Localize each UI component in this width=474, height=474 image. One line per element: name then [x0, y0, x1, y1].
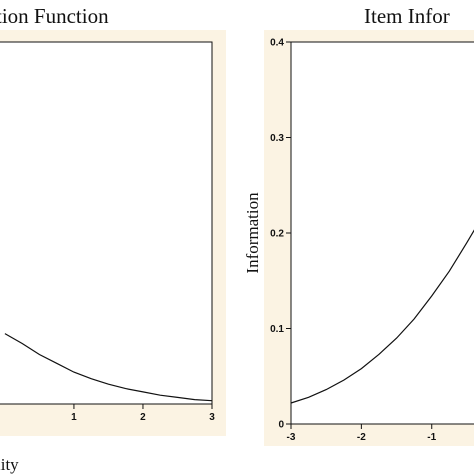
left-x-tick-label: 2 — [140, 412, 146, 423]
right-y-tick-label: 0 — [278, 420, 284, 431]
left-x-axis-label: lity — [0, 455, 19, 474]
left-x-ticks: 1 2 3 — [71, 404, 215, 423]
left-x-tick-label: 3 — [209, 412, 215, 423]
right-x-tick-label: -3 — [287, 432, 296, 443]
left-chart-title: tion Function — [0, 4, 109, 28]
right-y-tick-label: 0.4 — [270, 38, 284, 49]
right-x-tick-label: -2 — [357, 432, 366, 443]
left-plot-frame — [0, 41, 213, 405]
right-y-tick-label: 0.2 — [270, 229, 284, 240]
right-series-line — [290, 229, 474, 404]
right-y-axis-label: Information — [243, 192, 262, 274]
left-series-line — [4, 333, 213, 402]
right-y-tick-label: 0.1 — [270, 324, 284, 335]
right-plot-frame — [290, 41, 474, 425]
right-x-tick-label: -1 — [427, 432, 436, 443]
left-panel: tion Function lity 1 2 3 — [0, 4, 226, 474]
right-chart-title: Item Infor — [364, 4, 450, 28]
right-axis-ticks: -3 -2 -1 0 0.1 0.2 0.3 0.4 — [270, 38, 437, 444]
right-y-tick-label: 0.3 — [270, 133, 284, 144]
right-panel: Item Infor Information -3 -2 -1 0 0.1 0.2 0.3 0… — [243, 4, 474, 446]
left-x-tick-label: 1 — [71, 412, 77, 423]
